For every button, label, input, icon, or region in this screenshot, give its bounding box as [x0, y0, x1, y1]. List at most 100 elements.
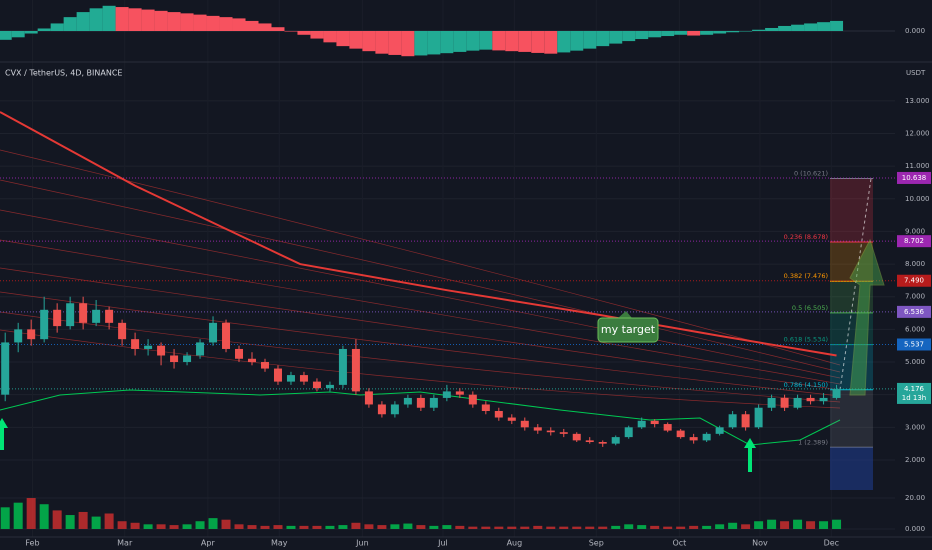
oscillator-bar [557, 31, 571, 53]
candle-body [650, 420, 659, 425]
x-tick-label: Mar [117, 539, 133, 548]
candle-body [637, 420, 646, 428]
volume-bar [91, 516, 101, 529]
candle-body [715, 427, 724, 434]
ma-fan-line [0, 329, 841, 409]
volume-bar [702, 525, 712, 529]
candle-body [338, 348, 347, 385]
volume-bar [637, 525, 647, 529]
candle-body [377, 404, 386, 415]
moving-average [0, 111, 837, 357]
volume-bar [728, 522, 738, 529]
oscillator-bar [531, 31, 545, 53]
oscillator-bar [0, 31, 12, 40]
oscillator-bar [206, 15, 220, 31]
countdown: 1d 13h [902, 394, 926, 402]
oscillator-bar [609, 31, 623, 44]
y-tick-label: 11.000 [905, 162, 930, 170]
volume-bar [325, 525, 335, 529]
candle-body [248, 358, 257, 363]
volume-bar [442, 525, 452, 529]
volume-bar [377, 525, 387, 529]
candle-body [494, 410, 503, 418]
candle-body [27, 329, 36, 340]
volume-bar [585, 526, 595, 529]
volume-bar [390, 524, 400, 529]
volume-bar [520, 526, 530, 529]
osc-tick-label: 0.000 [905, 27, 925, 35]
y-tick-label: 13.000 [905, 97, 930, 105]
volume-bar [559, 526, 569, 529]
fib-label: 0.236 (8.678) [784, 233, 828, 241]
volume-bar [273, 525, 283, 529]
candle-body [14, 329, 23, 343]
oscillator-bar [830, 20, 844, 31]
oscillator-bar [622, 31, 636, 42]
candle-body [1, 342, 10, 395]
x-tick-label: Jul [437, 539, 448, 548]
candle-body [806, 397, 815, 402]
x-tick-label: Sep [589, 539, 604, 548]
oscillator-bar [778, 25, 792, 31]
volume-bar [572, 526, 582, 529]
oscillator-bar [284, 31, 298, 32]
oscillator-bar [76, 12, 90, 31]
price-label-box [897, 274, 931, 287]
oscillator-bar [232, 18, 246, 31]
fib-zone [830, 241, 873, 282]
price-levels [0, 177, 895, 390]
candle-body [481, 404, 490, 411]
candle-body [793, 397, 802, 408]
oscillator-bar [752, 29, 766, 31]
oscillator-bar [427, 31, 441, 55]
oscillator-bar [24, 31, 38, 34]
candle-body [325, 384, 334, 389]
candle-body [741, 414, 750, 428]
oscillator-bar [63, 17, 77, 31]
volume-bar [754, 521, 764, 529]
price-label: 10.638 [902, 174, 927, 182]
fib-retracement: 0 (10.621) 0.236 (8.678) 0.382 (7.476) 0.5 … [784, 170, 873, 490]
volume-bar [598, 526, 608, 529]
oscillator-bar [167, 12, 181, 31]
candle-body [144, 345, 153, 349]
buy-arrow [744, 438, 756, 472]
volume-bar [234, 524, 244, 529]
oscillator-bar [154, 10, 168, 31]
oscillator-bar [635, 31, 649, 40]
fib-zone [830, 447, 873, 490]
x-tick-label: Nov [752, 539, 768, 548]
oscillator-bar [479, 31, 493, 50]
x-tick-label: Dec [824, 539, 839, 548]
candle-body [520, 420, 529, 428]
oscillator-bar [817, 22, 831, 31]
oscillator-bar [11, 31, 25, 38]
candle-body [754, 407, 763, 428]
oscillator-bar [583, 31, 597, 49]
oscillator-bar [193, 14, 207, 32]
candle-body [390, 404, 399, 415]
oscillator-bar [375, 31, 389, 54]
candle-body [611, 437, 620, 444]
y-tick-label: 2.000 [905, 456, 925, 464]
volume-bar [455, 525, 465, 529]
fib-label: 0.786 (4.150) [784, 381, 828, 389]
candle-body [105, 309, 114, 323]
candle-body [767, 397, 776, 408]
candle-body [299, 375, 308, 382]
volume-bar [78, 511, 88, 529]
volume-bar [286, 525, 296, 529]
y-tick-label: 7.000 [905, 293, 925, 301]
ma-fan-line [0, 291, 841, 397]
volume-bar [260, 525, 270, 529]
oscillator-bar [700, 31, 714, 35]
volume-bar [676, 526, 686, 529]
x-tick-label: Aug [507, 539, 523, 548]
price-label-box [897, 382, 931, 404]
oscillator-bar [180, 13, 194, 31]
oscillator-bar [674, 31, 688, 35]
buy-arrow [0, 418, 8, 450]
volume-bar [52, 510, 62, 529]
ma-fan-line [0, 239, 841, 385]
